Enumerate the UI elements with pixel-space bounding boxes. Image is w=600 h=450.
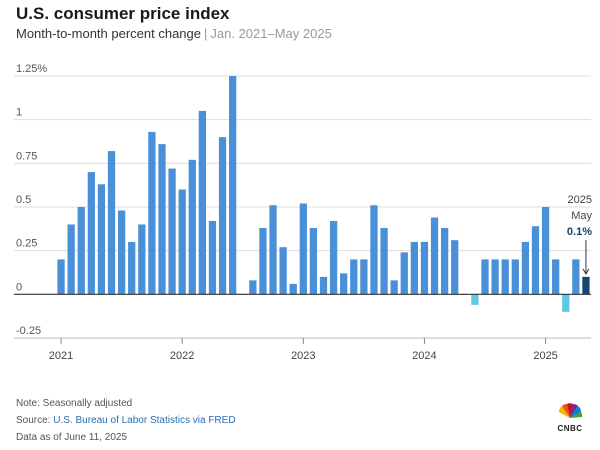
footer-note: Note: Seasonally adjusted: [16, 398, 133, 409]
bar: [441, 227, 449, 295]
bar: [269, 205, 277, 295]
bar: [97, 184, 106, 295]
y-tick-label: 1.25%: [16, 63, 47, 75]
annotation-month: May: [571, 210, 592, 222]
subtitle-separator: |: [204, 26, 208, 41]
cpi-bar-chart: -0.25 0 0.25 0.5 0.75 1 1.25% 2021 2022 2023 2024…: [14, 63, 592, 362]
bar: [229, 76, 237, 295]
bar: [451, 240, 459, 295]
bar: [572, 259, 580, 295]
bar: [309, 227, 318, 295]
bar: [370, 205, 378, 295]
annotation-arrow-head: [582, 268, 590, 275]
bar: [188, 159, 196, 295]
y-tick-label: 0.25: [16, 238, 37, 250]
x-tick-label: 2025: [533, 350, 557, 362]
bar: [329, 220, 338, 295]
bar: [481, 259, 489, 295]
bar: [319, 276, 328, 295]
y-tick-label: 1: [16, 107, 22, 119]
x-tick-label: 2023: [291, 350, 315, 362]
bar: [400, 252, 408, 295]
bar: [107, 151, 116, 295]
x-axis: 2021 2022 2023 2024 2025: [14, 293, 591, 362]
y-tick-label: 0.5: [16, 194, 31, 206]
bar: [541, 207, 550, 295]
bar: [117, 210, 126, 295]
peacock-icon: [558, 403, 583, 418]
bar: [430, 217, 439, 295]
bar: [299, 203, 307, 295]
bar: [552, 259, 560, 295]
source-prefix: Source:: [16, 415, 54, 426]
bar: [198, 110, 206, 295]
bar: [128, 241, 136, 295]
chart-subtitle: Month-to-month percent change | Jan. 2021–…: [16, 26, 332, 41]
bar: [279, 247, 287, 295]
annotation-year: 2025: [568, 194, 592, 206]
bar: [511, 259, 519, 295]
subtitle-range: Jan. 2021–May 2025: [210, 26, 332, 41]
footer-data-date: Data as of June 11, 2025: [16, 432, 128, 443]
bar: [87, 172, 95, 295]
y-tick-label: 0: [16, 281, 22, 293]
cnbc-logo: CNBC: [554, 403, 586, 437]
footer-source: Source: U.S. Bureau of Labor Statistics …: [16, 415, 236, 426]
bar: [67, 224, 75, 295]
annotation-value: 0.1%: [567, 226, 592, 238]
bar: [249, 280, 257, 295]
bar: [360, 259, 368, 295]
bar: [218, 137, 227, 295]
bar: [531, 226, 540, 295]
bar: [57, 259, 65, 295]
bar: [390, 280, 398, 295]
bar: [168, 168, 176, 295]
bar: [562, 294, 570, 312]
bar: [521, 241, 530, 295]
bar: [158, 144, 166, 295]
logo-text: CNBC: [557, 424, 583, 433]
bar: [178, 189, 186, 295]
bar: [350, 259, 358, 295]
bar: [471, 294, 479, 305]
subtitle-main: Month-to-month percent change: [16, 26, 201, 41]
bar: [289, 283, 297, 295]
y-axis-labels: -0.25 0 0.25 0.5 0.75 1 1.25%: [16, 63, 47, 337]
bar: [77, 207, 85, 295]
bar: [501, 259, 509, 295]
bar: [491, 259, 499, 295]
x-tick-label: 2021: [49, 350, 73, 362]
y-tick-label: -0.25: [16, 325, 41, 337]
source-link[interactable]: U.S. Bureau of Labor Statistics via FRED: [53, 415, 236, 426]
x-tick-label: 2024: [412, 350, 436, 362]
bar: [208, 220, 217, 295]
bar: [340, 273, 348, 295]
x-tick-label: 2022: [170, 350, 194, 362]
bar-highlight: [582, 276, 590, 295]
bar: [410, 241, 418, 295]
bar: [420, 241, 429, 295]
chart-title: U.S. consumer price index: [16, 4, 230, 23]
bar: [380, 227, 388, 295]
bar: [138, 224, 146, 295]
bar: [148, 131, 156, 295]
latest-annotation: 2025 May 0.1%: [567, 194, 592, 275]
bars: [57, 76, 590, 312]
bar: [259, 227, 267, 295]
y-tick-label: 0.75: [16, 150, 37, 162]
